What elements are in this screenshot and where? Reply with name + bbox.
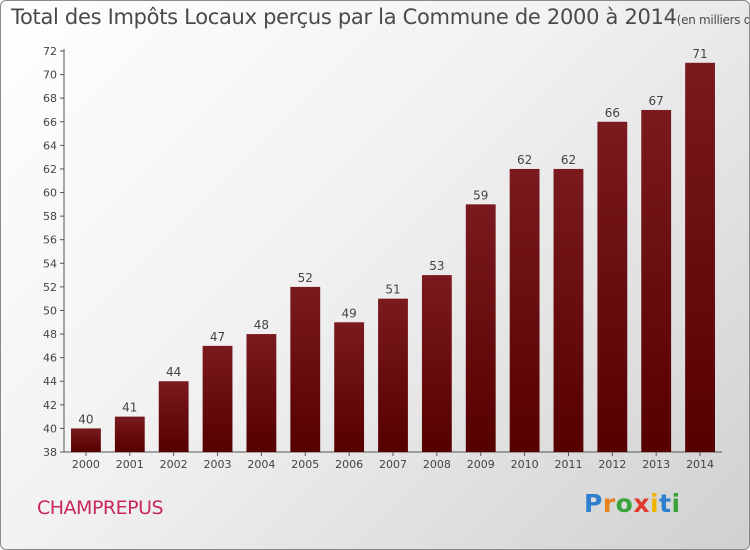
y-tick-label: 48 xyxy=(43,328,57,341)
bar xyxy=(685,62,715,452)
chart-unit: (en milliers d'€) xyxy=(676,13,749,27)
y-tick-label: 64 xyxy=(43,139,57,152)
y-tick-label: 44 xyxy=(43,375,57,388)
bar xyxy=(202,345,233,452)
logo-letter: i xyxy=(650,489,660,518)
bar xyxy=(378,298,408,452)
y-tick-label: 58 xyxy=(43,210,57,223)
bar xyxy=(290,286,321,452)
bar-value-label: 59 xyxy=(473,188,488,202)
x-tick-label: 2006 xyxy=(335,458,363,471)
bar xyxy=(641,109,672,453)
bar xyxy=(553,168,584,453)
logo-letter: x xyxy=(633,489,650,518)
bar-value-label: 71 xyxy=(692,47,707,61)
y-tick-label: 42 xyxy=(43,399,57,412)
y-tick-label: 66 xyxy=(43,116,57,129)
bar-value-label: 62 xyxy=(561,153,576,167)
bar-value-label: 52 xyxy=(298,271,313,285)
bar-value-label: 41 xyxy=(122,401,137,415)
y-tick-label: 60 xyxy=(43,187,57,200)
bar-value-label: 51 xyxy=(385,283,400,297)
x-tick-label: 2013 xyxy=(642,458,670,471)
x-tick-label: 2002 xyxy=(160,458,188,471)
x-tick-label: 2004 xyxy=(247,458,275,471)
x-tick-label: 2009 xyxy=(467,458,495,471)
proxiti-logo: Proxiti xyxy=(584,489,681,518)
bar xyxy=(597,121,628,452)
bar-value-label: 47 xyxy=(210,330,225,344)
bar-value-label: 66 xyxy=(605,106,620,120)
logo-letter: P xyxy=(584,489,603,518)
bar xyxy=(421,275,452,452)
y-tick-label: 72 xyxy=(43,45,57,58)
commune-name: CHAMPREPUS xyxy=(37,497,164,519)
chart-title-text: Total des Impôts Locaux perçus par la Co… xyxy=(11,5,677,29)
x-tick-label: 2014 xyxy=(686,458,714,471)
bar xyxy=(465,204,496,452)
bar xyxy=(71,428,101,452)
logo-letter: o xyxy=(615,489,634,518)
bar-value-label: 44 xyxy=(166,365,181,379)
bar-value-label: 40 xyxy=(78,412,93,426)
logo-letter: r xyxy=(602,489,616,518)
y-tick-label: 54 xyxy=(43,257,57,270)
y-tick-label: 46 xyxy=(43,352,57,365)
x-tick-label: 2000 xyxy=(72,458,100,471)
x-tick-label: 2010 xyxy=(511,458,539,471)
y-tick-label: 70 xyxy=(43,69,57,82)
bar xyxy=(509,168,540,453)
y-tick-label: 38 xyxy=(43,446,57,459)
logo-letter: t xyxy=(659,489,672,518)
bar-value-label: 49 xyxy=(341,306,356,320)
bar-value-label: 48 xyxy=(254,318,269,332)
chart-title: Total des Impôts Locaux perçus par la Co… xyxy=(11,5,749,29)
y-tick-label: 40 xyxy=(43,422,57,435)
x-tick-label: 2001 xyxy=(116,458,144,471)
y-tick-label: 62 xyxy=(43,163,57,176)
x-tick-label: 2008 xyxy=(423,458,451,471)
x-tick-label: 2011 xyxy=(554,458,582,471)
bar-value-label: 67 xyxy=(649,94,664,108)
y-tick-label: 56 xyxy=(43,234,57,247)
x-tick-label: 2007 xyxy=(379,458,407,471)
y-tick-label: 50 xyxy=(43,304,57,317)
bar xyxy=(246,334,277,452)
x-tick-label: 2012 xyxy=(598,458,626,471)
bar xyxy=(158,381,189,452)
bar xyxy=(334,322,365,452)
x-tick-label: 2005 xyxy=(291,458,319,471)
x-tick-label: 2003 xyxy=(204,458,232,471)
bar-value-label: 53 xyxy=(429,259,444,273)
y-tick-label: 52 xyxy=(43,281,57,294)
y-tick-label: 68 xyxy=(43,92,57,105)
bar xyxy=(114,416,145,452)
bar-value-label: 62 xyxy=(517,153,532,167)
logo-letter: i xyxy=(671,489,681,518)
